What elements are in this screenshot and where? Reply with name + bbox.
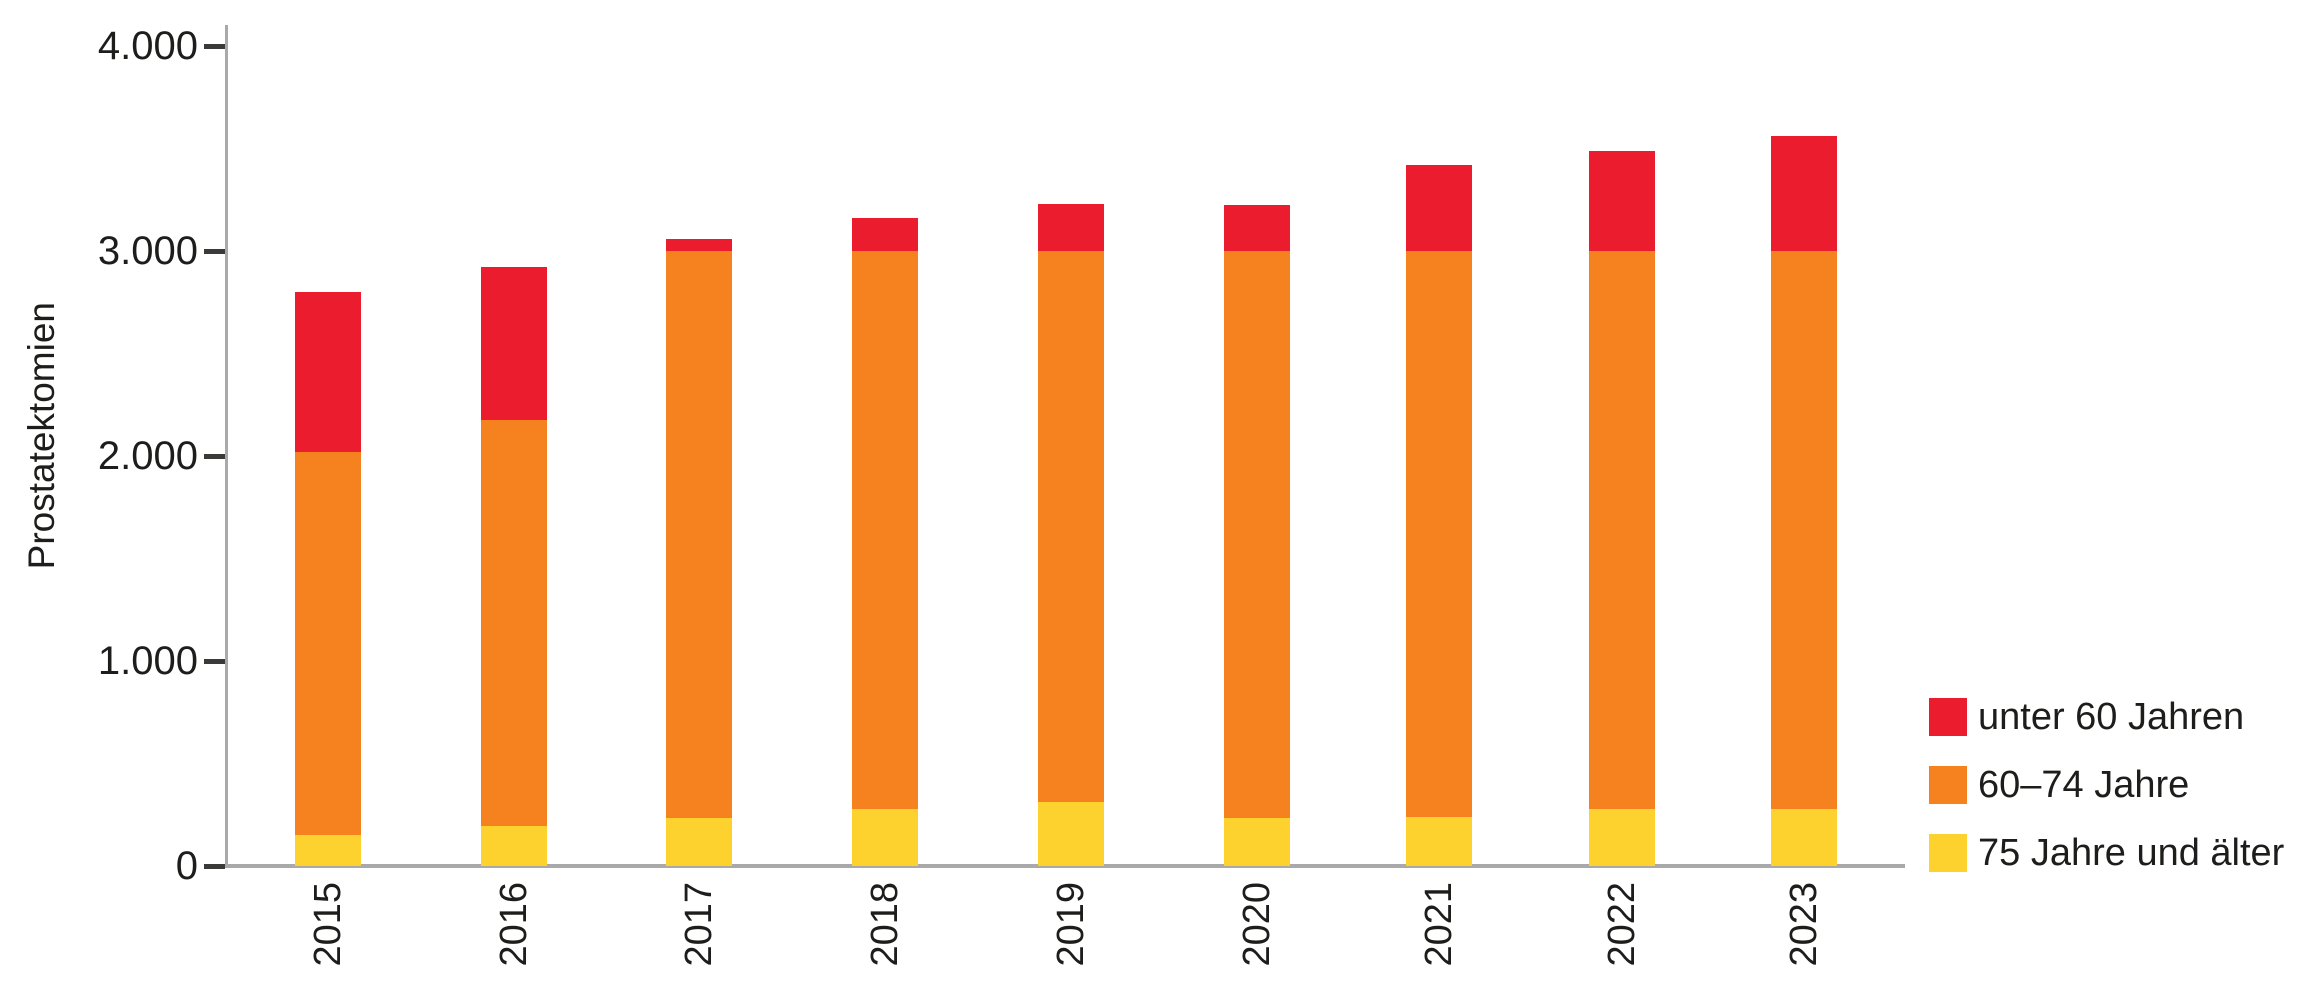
x-tick-label-2019: 2019	[1050, 882, 1092, 967]
bar-segment-2019-60-74-jahre	[1038, 251, 1104, 802]
y-tick-mark-1000	[204, 659, 225, 664]
legend-swatch-75-jahre-und-aelter	[1929, 834, 1967, 872]
y-tick-mark-0	[204, 864, 225, 869]
bar-segment-2019-75-jahre-und-aelter	[1038, 802, 1104, 866]
legend-label-75-jahre-und-aelter: 75 Jahre und älter	[1978, 832, 2285, 874]
y-tick-mark-2000	[204, 454, 225, 459]
x-axis-baseline	[225, 864, 1905, 868]
y-tick-label-0: 0	[175, 844, 198, 888]
bar-segment-2016-75-jahre-und-aelter	[481, 826, 547, 866]
x-tick-label-2020: 2020	[1236, 882, 1278, 967]
bar-segment-2020-60-74-jahre	[1224, 251, 1290, 818]
y-tick-label-4000: 4.000	[97, 24, 198, 68]
x-tick-label-2017: 2017	[678, 882, 720, 967]
x-tick-label-2018: 2018	[864, 882, 906, 967]
legend-swatch-unter-60-jahren	[1929, 698, 1967, 736]
y-tick-mark-4000	[204, 44, 225, 49]
bar-segment-2015-60-74-jahre	[295, 452, 361, 835]
bar-segment-2017-75-jahre-und-aelter	[666, 818, 732, 866]
y-tick-label-1000: 1.000	[97, 639, 198, 683]
bar-segment-2017-unter-60-jahren	[666, 239, 732, 251]
y-tick-mark-3000	[204, 249, 225, 254]
legend-row-60-74-jahre: 60–74 Jahre	[1929, 766, 2284, 804]
x-tick-label-2015: 2015	[307, 882, 349, 967]
bar-segment-2023-75-jahre-und-aelter	[1771, 809, 1837, 866]
bar-segment-2020-75-jahre-und-aelter	[1224, 818, 1290, 866]
legend: unter 60 Jahren 60–74 Jahre 75 Jahre und ä…	[1929, 698, 2284, 902]
bar-segment-2022-unter-60-jahren	[1589, 151, 1655, 251]
bar-segment-2023-unter-60-jahren	[1771, 136, 1837, 251]
bar-segment-2023-60-74-jahre	[1771, 251, 1837, 809]
bar-segment-2018-60-74-jahre	[852, 251, 918, 809]
bar-segment-2015-75-jahre-und-aelter	[295, 835, 361, 866]
x-tick-label-2016: 2016	[493, 882, 535, 967]
bar-segment-2021-60-74-jahre	[1406, 251, 1472, 817]
bar-segment-2018-75-jahre-und-aelter	[852, 809, 918, 866]
y-tick-label-2000: 2.000	[97, 434, 198, 478]
x-tick-label-2021: 2021	[1418, 882, 1460, 967]
legend-swatch-60-74-jahre	[1929, 766, 1967, 804]
y-tick-label-3000: 3.000	[97, 229, 198, 273]
bar-segment-2015-unter-60-jahren	[295, 292, 361, 452]
legend-row-unter-60-jahren: unter 60 Jahren	[1929, 698, 2284, 736]
bar-segment-2021-75-jahre-und-aelter	[1406, 817, 1472, 866]
x-tick-label-2023: 2023	[1783, 882, 1825, 967]
legend-label-60-74-jahre: 60–74 Jahre	[1978, 764, 2190, 806]
y-axis-line	[225, 25, 228, 868]
bar-segment-2020-unter-60-jahren	[1224, 205, 1290, 251]
x-tick-label-2022: 2022	[1601, 882, 1643, 967]
bar-segment-2016-unter-60-jahren	[481, 267, 547, 420]
bar-segment-2018-unter-60-jahren	[852, 218, 918, 251]
bar-segment-2017-60-74-jahre	[666, 251, 732, 818]
bar-segment-2021-unter-60-jahren	[1406, 165, 1472, 251]
bar-segment-2022-75-jahre-und-aelter	[1589, 809, 1655, 866]
bar-segment-2019-unter-60-jahren	[1038, 204, 1104, 251]
legend-row-75-jahre-und-aelter: 75 Jahre und älter	[1929, 834, 2284, 872]
bar-segment-2016-60-74-jahre	[481, 420, 547, 826]
bar-segment-2022-60-74-jahre	[1589, 251, 1655, 809]
legend-label-unter-60-jahren: unter 60 Jahren	[1978, 696, 2245, 738]
